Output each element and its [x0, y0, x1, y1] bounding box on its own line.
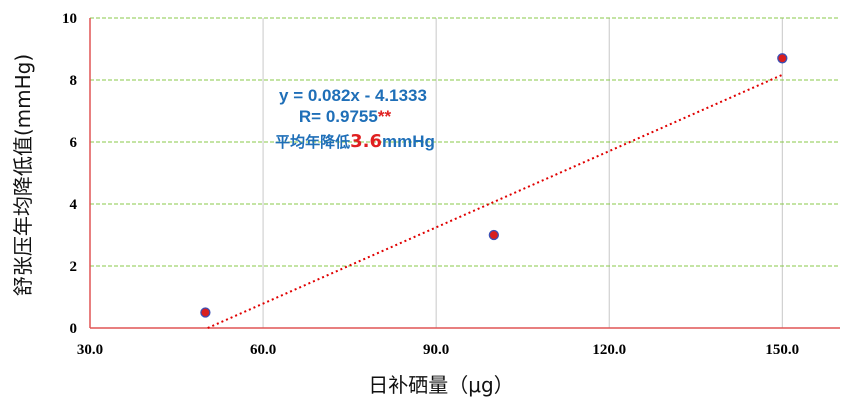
- average-reduction-label: 平均年降低3.6mmHg: [275, 131, 435, 152]
- vertical-gridlines: [262, 18, 783, 328]
- average-reduction-value: 3.6: [350, 131, 382, 152]
- data-point: [777, 53, 788, 64]
- x-tick-label: 90.0: [423, 342, 449, 358]
- x-tick-label: 60.0: [250, 342, 276, 358]
- y-axis-title: 舒张压年均降低值(mmHg): [11, 54, 35, 296]
- horizontal-gridlines: [90, 17, 840, 267]
- axes: [89, 18, 840, 329]
- annotation-box: y = 0.082x - 4.1333 R= 0.9755** 平均年降低3.6…: [275, 86, 435, 152]
- y-tick-label: 6: [70, 135, 78, 151]
- significance-mark: **: [378, 107, 392, 126]
- average-reduction-unit: mmHg: [382, 132, 435, 151]
- x-tick-label: 150.0: [765, 342, 799, 358]
- x-tick-label: 30.0: [77, 342, 103, 358]
- data-point: [200, 307, 211, 318]
- x-tick-labels: 30.0 60.0 90.0 120.0 150.0: [77, 342, 799, 358]
- trendline-group: [207, 73, 783, 329]
- x-axis-title: 日补硒量（μg）: [368, 373, 513, 397]
- r-value-label: R= 0.9755**: [299, 107, 392, 126]
- y-tick-label: 10: [62, 11, 77, 27]
- data-points: [200, 53, 788, 318]
- y-tick-label: 4: [70, 197, 78, 213]
- equation-label: y = 0.082x - 4.1333: [279, 86, 427, 105]
- y-tick-labels: 0 2 4 6 8 10: [62, 11, 78, 337]
- y-tick-label: 0: [70, 321, 78, 337]
- data-point: [488, 229, 499, 241]
- average-reduction-prefix: 平均年降低: [275, 133, 350, 151]
- y-tick-label: 2: [70, 259, 78, 275]
- y-tick-label: 8: [70, 73, 78, 89]
- x-tick-label: 120.0: [592, 342, 626, 358]
- r-value-text: R= 0.9755: [299, 107, 378, 126]
- linear-trendline: [207, 73, 783, 329]
